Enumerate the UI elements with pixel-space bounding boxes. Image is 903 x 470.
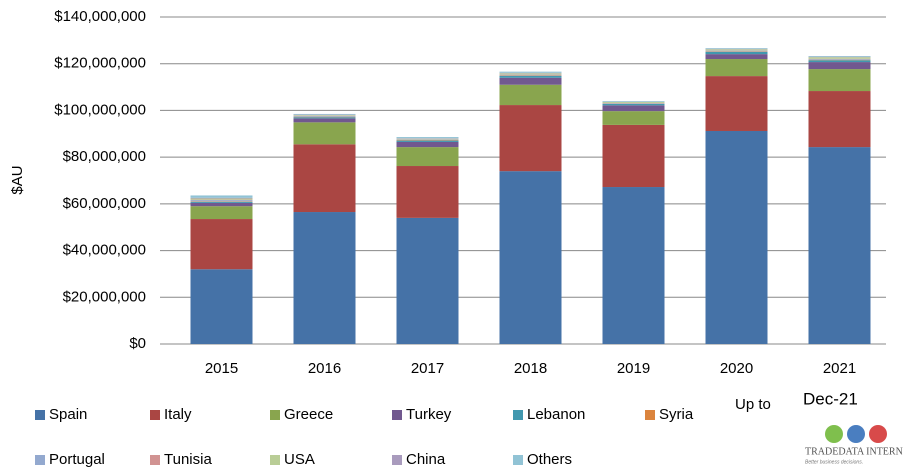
bar-segment	[190, 200, 253, 202]
bar-segment	[705, 54, 768, 60]
bar-segment	[190, 195, 253, 198]
bar-segment	[602, 111, 665, 125]
bar-segment	[808, 56, 871, 57]
bar-segment	[705, 76, 768, 131]
y-tick-label: $40,000,000	[63, 242, 146, 259]
bar-segment	[499, 105, 562, 172]
y-tick-label: $80,000,000	[63, 148, 146, 165]
bar-segment	[293, 116, 356, 117]
bar-segment	[705, 59, 768, 77]
bar-segment	[602, 187, 665, 344]
bar-segment	[602, 124, 665, 188]
legend-label: Tunisia	[164, 451, 212, 468]
bar-segment	[808, 147, 871, 344]
bar-segment	[705, 50, 768, 52]
bar-segment	[705, 130, 768, 344]
bar-segment	[808, 91, 871, 148]
legend-swatch	[270, 410, 280, 420]
legend-label: China	[406, 451, 446, 468]
x-tick-label: 2015	[205, 360, 238, 377]
logo-tagline: Better business decisions.	[805, 459, 863, 465]
bar-segment	[190, 201, 253, 203]
bar-segment	[808, 60, 871, 63]
bar-segment	[499, 77, 562, 85]
bar-segment	[602, 105, 665, 112]
legend-swatch	[513, 410, 523, 420]
y-tick-label: $140,000,000	[54, 8, 146, 25]
y-tick-label: $60,000,000	[63, 195, 146, 212]
bar-segment	[499, 75, 562, 78]
bar-segment	[396, 217, 459, 344]
bar-segment	[190, 197, 253, 199]
bar-segment	[705, 51, 768, 55]
bar-segment	[499, 84, 562, 106]
legend-swatch	[35, 455, 45, 465]
x-tick-label: 2018	[514, 360, 547, 377]
x-tick-label: 2016	[308, 360, 341, 377]
legend-swatch	[392, 410, 402, 420]
y-tick-label: $20,000,000	[63, 288, 146, 305]
legend-swatch	[270, 455, 280, 465]
bar-segment	[190, 219, 253, 270]
legend-label: USA	[284, 451, 315, 468]
bar-segment	[293, 113, 356, 115]
bar-segment	[190, 202, 253, 207]
x-tick-label: 2021	[823, 360, 856, 377]
legend-label: Greece	[284, 406, 333, 423]
y-tick-label: $100,000,000	[54, 101, 146, 118]
bar-segment	[705, 48, 768, 49]
bar-segment	[190, 269, 253, 344]
bar-segment	[705, 49, 768, 51]
legend-label: Syria	[659, 406, 694, 423]
bar-segment	[396, 140, 459, 142]
x-tick-label: 2019	[617, 360, 650, 377]
bar-segment	[293, 144, 356, 213]
bar-segment	[499, 73, 562, 75]
bar-segment	[396, 147, 459, 167]
legend-label: Turkey	[406, 406, 452, 423]
y-tick-label: $0	[129, 335, 146, 352]
legend-label: Others	[527, 451, 572, 468]
legend-swatch	[645, 410, 655, 420]
legend-swatch	[513, 455, 523, 465]
bar-segment	[808, 62, 871, 70]
legend-label: Lebanon	[527, 406, 585, 423]
x-tick-label: 2017	[411, 360, 444, 377]
annotation: Dec-21	[803, 389, 858, 408]
bar-segment	[499, 74, 562, 76]
legend-label: Italy	[164, 406, 192, 423]
logo-icon	[825, 425, 887, 443]
bar-segment	[499, 171, 562, 344]
bar-segment	[808, 57, 871, 59]
bar-segment	[808, 59, 871, 60]
y-axis-label: $AU	[9, 165, 26, 194]
bar-segment	[293, 115, 356, 116]
bar-segment	[293, 118, 356, 123]
bar-segment	[499, 71, 562, 73]
bar-segment	[396, 137, 459, 139]
legend-swatch	[35, 410, 45, 420]
legend-label: Spain	[49, 406, 87, 423]
bar-segment	[808, 69, 871, 92]
bar-segment	[396, 141, 459, 148]
legend-label: Portugal	[49, 451, 105, 468]
legend-swatch	[392, 455, 402, 465]
bar-segment	[602, 101, 665, 102]
legend-swatch	[150, 410, 160, 420]
bar-segment	[293, 117, 356, 119]
bar-segment	[293, 122, 356, 145]
bar-segment	[190, 206, 253, 220]
bar-segment	[602, 102, 665, 103]
x-tick-label: 2020	[720, 360, 753, 377]
bar-segment	[396, 166, 459, 218]
y-tick-label: $120,000,000	[54, 55, 146, 72]
annotation: Up to	[735, 396, 771, 413]
logo-text: TRADEDATA INTERNATIONAL	[805, 446, 903, 457]
bar-segment	[396, 138, 459, 140]
bar-segment	[190, 198, 253, 200]
bar-segment	[293, 212, 356, 344]
bar-segment	[602, 103, 665, 106]
legend-swatch	[150, 455, 160, 465]
